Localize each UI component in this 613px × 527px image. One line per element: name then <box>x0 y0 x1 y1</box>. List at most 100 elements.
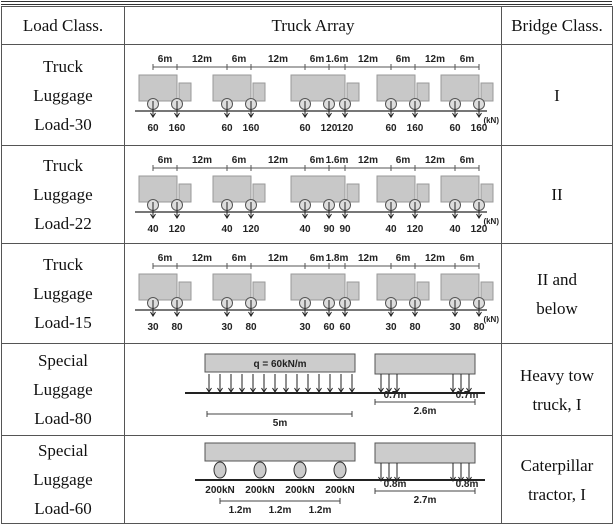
cell-line: Caterpillar <box>520 455 594 475</box>
spacing-label: 1.2m <box>269 505 292 516</box>
total-label: 2.6m <box>414 406 437 417</box>
arrow-head <box>248 311 254 317</box>
axle-load: 60 <box>449 123 461 134</box>
gap-label: 0.7m <box>456 390 479 401</box>
axle-load: 30 <box>299 322 311 333</box>
spacing-label: 12m <box>358 253 378 264</box>
truck-body <box>440 74 480 101</box>
spacing-label: 12m <box>268 155 288 166</box>
spacing-label: 12m <box>358 155 378 166</box>
arrow-head <box>452 213 458 219</box>
arrow-head <box>378 387 384 393</box>
spacing-label: 12m <box>425 155 445 166</box>
truck-array-cell: q = 60kN/m 5m 0.7m 0.7m 2.6m <box>124 343 502 436</box>
spacing-label: 6m <box>158 155 173 166</box>
spacing-label: 6m <box>460 155 475 166</box>
axle-load: 120 <box>243 224 260 235</box>
axle-load: 80 <box>473 322 485 333</box>
arrow-head <box>174 311 180 317</box>
truck-body <box>376 273 416 300</box>
axle-load: 160 <box>169 123 186 134</box>
truck-cab <box>178 183 192 202</box>
distributed-load-label: q = 60kN/m <box>253 359 306 370</box>
arrow-head <box>476 112 482 118</box>
arrow-head <box>388 213 394 219</box>
wheel-load: 200kN <box>285 485 314 496</box>
spacing-label: 6m <box>310 155 325 166</box>
axle-load: 60 <box>323 322 335 333</box>
spacing-label: 1.8m <box>326 253 349 264</box>
cell-line: Heavy tow <box>519 365 595 385</box>
truck-body <box>290 175 346 202</box>
load-block <box>374 442 476 463</box>
arrow-head <box>342 213 348 219</box>
wheel <box>293 461 307 478</box>
bridge-class-cell: Caterpillar tractor, I <box>501 435 613 524</box>
load-class-cell: Truck Luggage Load-30 <box>1 44 125 146</box>
arrow-head <box>412 311 418 317</box>
axle-load: 80 <box>409 322 421 333</box>
cell-line: Special <box>37 441 89 460</box>
arrow-head <box>248 112 254 118</box>
truck-body <box>212 74 252 101</box>
table-row: Truck Luggage Load-22 6m 12m 6m 12m 6m 1.6m 12m 6m… <box>1 145 613 244</box>
spacing-label: 6m <box>158 253 173 264</box>
axle-load: 30 <box>221 322 233 333</box>
spacing-label: 1.6m <box>326 54 349 65</box>
cell-line: II <box>551 185 563 204</box>
header-row: Load Class. Truck Array Bridge Class. <box>1 6 613 45</box>
wheel <box>333 461 347 478</box>
load-block <box>204 442 356 461</box>
arrow-head <box>476 311 482 317</box>
arrow-head <box>248 213 254 219</box>
arrow-head <box>302 311 308 317</box>
truck-cab <box>252 82 266 101</box>
truck-body <box>290 273 346 300</box>
axle-load: 30 <box>449 322 461 333</box>
truck-body <box>138 273 178 300</box>
cell-line: Luggage <box>33 284 93 303</box>
arrow-head <box>342 311 348 317</box>
axle-load: 90 <box>339 224 351 235</box>
cell-line: below <box>536 298 578 318</box>
spacing-label: 12m <box>268 54 288 65</box>
arrow-head <box>302 213 308 219</box>
axle-load: 60 <box>221 123 233 134</box>
spacing-label: 6m <box>232 155 247 166</box>
truck-cab <box>346 281 360 300</box>
load-block <box>374 353 476 374</box>
arrow-head <box>458 387 464 393</box>
cell-line: Truck <box>43 56 83 76</box>
axle-load: 60 <box>299 123 311 134</box>
truck-array-cell: 6m 12m 6m 12m 6m 1.6m 12m 6m 12m 6m 40 120 40 120 40 90… <box>124 145 502 244</box>
arrow-head <box>150 311 156 317</box>
spacing-label: 1.2m <box>229 505 252 516</box>
bridge-class-cell: Heavy tow truck, I <box>501 343 613 436</box>
diagram: q = 60kN/m 5m 0.7m 0.7m 2.6m <box>185 353 485 429</box>
truck-cab <box>416 82 430 101</box>
wheel-load: 200kN <box>325 485 354 496</box>
arrow-head <box>452 311 458 317</box>
cell-line: Luggage <box>33 470 93 489</box>
truck-body <box>376 175 416 202</box>
arrow-head <box>412 112 418 118</box>
truck-array-cell: 200kN 200kN 200kN 200kN 1.2m 1.2m 1.2m 0.8m 0.8m… <box>124 435 502 524</box>
load-table: Load Class. Truck Array Bridge Class. Tr… <box>1 6 613 524</box>
axle-load: 90 <box>323 224 335 235</box>
arrow-head <box>174 112 180 118</box>
spacing-label: 12m <box>192 253 212 264</box>
truck-body <box>212 273 252 300</box>
truck-cab <box>480 183 494 202</box>
load-block <box>204 353 356 372</box>
axle-load: 60 <box>385 123 397 134</box>
spacing-label: 6m <box>310 253 325 264</box>
gap-label: 0.8m <box>456 479 479 490</box>
bridge-class-cell: II <box>501 145 613 244</box>
arrow-head <box>466 387 472 393</box>
arrow-head <box>378 476 384 482</box>
cell-line: Load-22 <box>34 214 92 233</box>
unit-label: (kN) <box>483 315 499 324</box>
